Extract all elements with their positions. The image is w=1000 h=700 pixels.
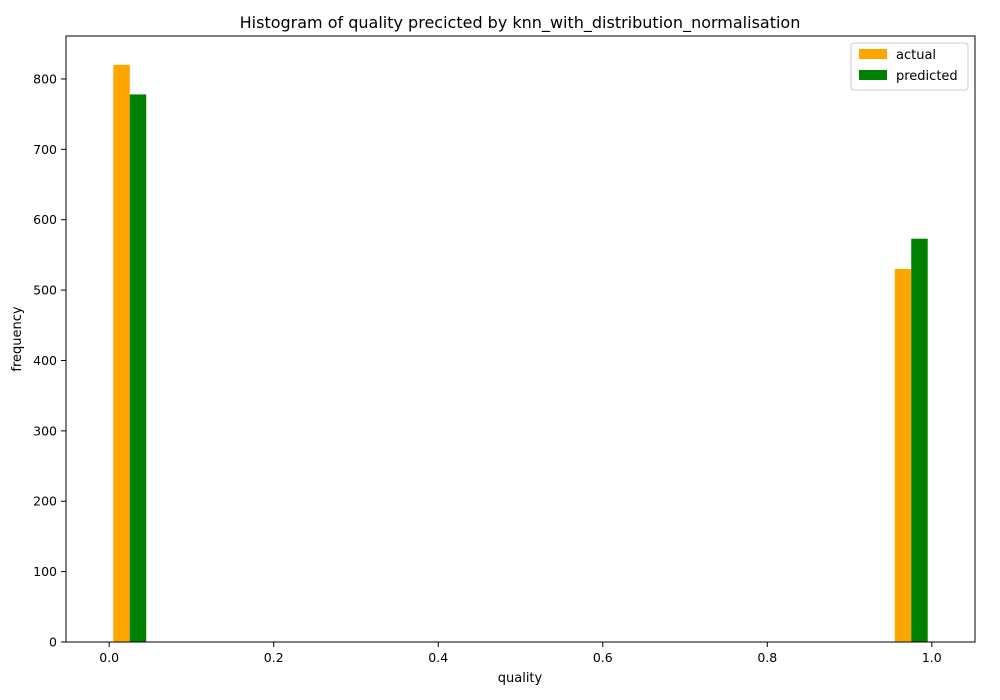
legend-label-actual: actual bbox=[896, 48, 936, 63]
y-tick-label: 0 bbox=[49, 635, 57, 650]
x-axis-label: quality bbox=[498, 671, 543, 686]
y-axis-ticks: 0 100 200 300 400 500 600 700 800 bbox=[33, 71, 66, 650]
x-tick-label: 0.6 bbox=[593, 650, 613, 665]
x-tick-label: 0.8 bbox=[757, 650, 777, 665]
chart-title: Histogram of quality precicted by knn_wi… bbox=[240, 13, 801, 33]
y-axis-label: frequency bbox=[10, 306, 25, 372]
bar-predicted-1 bbox=[911, 238, 928, 642]
y-tick-label: 600 bbox=[33, 212, 57, 227]
y-tick-label: 700 bbox=[33, 142, 57, 157]
bar-actual-1 bbox=[894, 268, 912, 642]
legend-swatch-predicted bbox=[859, 70, 887, 80]
y-tick-label: 500 bbox=[33, 283, 57, 298]
y-tick-label: 200 bbox=[33, 494, 57, 509]
legend-swatch-actual bbox=[859, 49, 887, 59]
legend: actual predicted bbox=[850, 42, 969, 91]
x-tick-label: 0.4 bbox=[428, 650, 448, 665]
x-tick-label: 0.0 bbox=[99, 650, 119, 665]
bar-predicted-0 bbox=[129, 94, 147, 643]
y-tick-label: 800 bbox=[33, 71, 57, 86]
y-tick-label: 400 bbox=[33, 353, 57, 368]
x-tick-label: 1.0 bbox=[922, 650, 942, 665]
x-axis-ticks: 0.0 0.2 0.4 0.6 0.8 1.0 bbox=[99, 642, 942, 665]
legend-label-predicted: predicted bbox=[896, 69, 958, 84]
y-tick-label: 100 bbox=[33, 564, 57, 579]
plot-area-frame bbox=[65, 35, 976, 643]
bars-group bbox=[113, 64, 928, 643]
y-tick-label: 300 bbox=[33, 423, 57, 438]
x-tick-label: 0.2 bbox=[264, 650, 284, 665]
bar-actual-0 bbox=[113, 64, 130, 643]
